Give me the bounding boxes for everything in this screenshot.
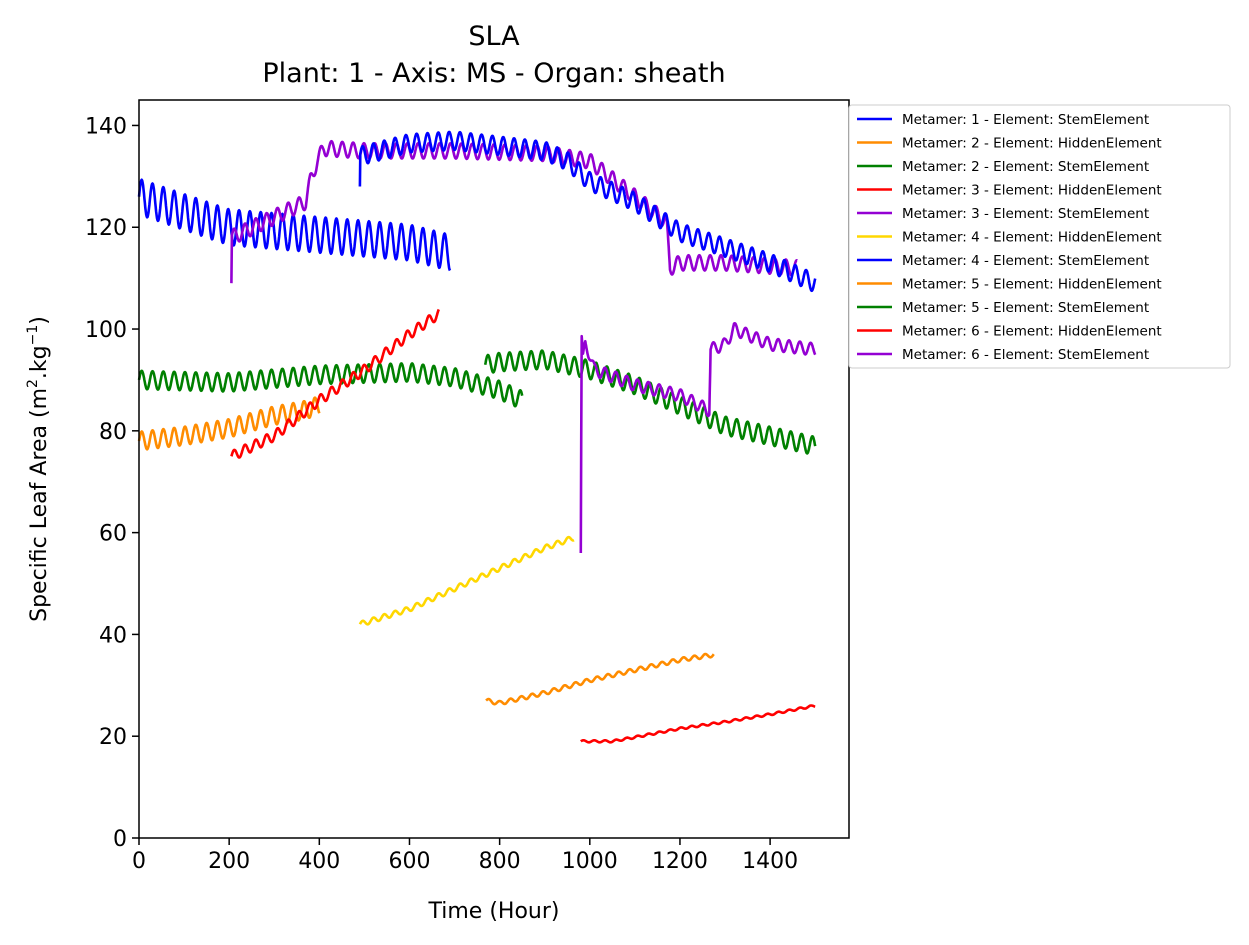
legend-label: Metamer: 3 - Element: HiddenElement — [902, 183, 1162, 199]
legend-label: Metamer: 3 - Element: StemElement — [902, 206, 1149, 222]
x-tick-label: 0 — [132, 849, 146, 874]
legend-label: Metamer: 6 - Element: HiddenElement — [902, 324, 1162, 340]
y-axis-ticks: 0 20 40 60 80 100 120 140 — [85, 114, 139, 852]
x-tick-label: 800 — [479, 849, 521, 874]
series-line-10 — [579, 704, 817, 744]
legend-item: Metamer: 6 - Element: HiddenElement — [857, 324, 1162, 340]
y-tick-label: 0 — [113, 827, 127, 852]
x-axis-label: Time (Hour) — [428, 899, 560, 924]
y-label-end: ) — [27, 316, 52, 325]
legend-item: Metamer: 2 - Element: StemElement — [857, 159, 1149, 175]
series-line-5 — [230, 139, 799, 284]
chart-title: SLA — [468, 21, 520, 52]
y-label-main: Specific Leaf Area (m — [27, 388, 52, 622]
series-line-7 — [358, 130, 817, 293]
series-line-9 — [483, 349, 817, 455]
legend-item: Metamer: 5 - Element: HiddenElement — [857, 277, 1162, 293]
y-label-sup1: 2 — [25, 379, 41, 388]
legend-label: Metamer: 4 - Element: HiddenElement — [902, 230, 1162, 246]
x-tick-label: 1000 — [562, 849, 618, 874]
series-line-4 — [230, 308, 440, 459]
x-tick-label: 600 — [388, 849, 430, 874]
x-tick-label: 400 — [298, 849, 340, 874]
series-line-3 — [137, 362, 524, 408]
legend-label: Metamer: 2 - Element: StemElement — [902, 159, 1149, 175]
x-tick-label: 1400 — [742, 849, 798, 874]
legend-label: Metamer: 6 - Element: StemElement — [902, 347, 1149, 363]
plot-frame — [138, 99, 850, 839]
y-tick-label: 20 — [99, 725, 127, 750]
legend-item: Metamer: 4 - Element: HiddenElement — [857, 230, 1162, 246]
series-line-1 — [137, 178, 452, 272]
x-tick-label: 200 — [208, 849, 250, 874]
y-tick-label: 100 — [85, 318, 127, 343]
y-tick-label: 120 — [85, 216, 127, 241]
legend-label: Metamer: 5 - Element: StemElement — [902, 300, 1149, 316]
y-label-sup2: −1 — [25, 325, 41, 346]
series-layer — [137, 130, 817, 744]
x-tick-label: 1200 — [652, 849, 708, 874]
legend-label: Metamer: 2 - Element: HiddenElement — [902, 136, 1162, 152]
legend: Metamer: 1 - Element: StemElement Metamer… — [848, 104, 1231, 369]
y-axis-label: Specific Leaf Area (m2.kg−1) — [25, 316, 52, 622]
y-label-mid: .kg — [27, 345, 52, 379]
y-tick-label: 60 — [99, 522, 127, 547]
legend-item: Metamer: 6 - Element: StemElement — [857, 347, 1149, 363]
legend-item: Metamer: 5 - Element: StemElement — [857, 300, 1149, 316]
series-line-8 — [485, 652, 715, 706]
chart-subtitle: Plant: 1 - Axis: MS - Organ: sheath — [262, 58, 725, 89]
legend-item: Metamer: 4 - Element: StemElement — [857, 253, 1149, 269]
legend-label: Metamer: 5 - Element: HiddenElement — [902, 277, 1162, 293]
y-tick-label: 80 — [99, 420, 127, 445]
legend-item: Metamer: 2 - Element: HiddenElement — [857, 136, 1162, 152]
series-line-6 — [358, 535, 575, 626]
legend-label: Metamer: 1 - Element: StemElement — [902, 112, 1149, 128]
y-tick-label: 40 — [99, 623, 127, 648]
legend-item: Metamer: 3 - Element: HiddenElement — [857, 183, 1162, 199]
legend-label: Metamer: 4 - Element: StemElement — [902, 253, 1149, 269]
legend-item: Metamer: 3 - Element: StemElement — [857, 206, 1149, 222]
x-axis-ticks: 0 200 400 600 800 1000 1200 1400 — [132, 838, 798, 874]
legend-frame — [848, 104, 1231, 369]
series-line-11 — [579, 321, 817, 554]
legend-item: Metamer: 1 - Element: StemElement — [857, 112, 1149, 128]
y-tick-label: 140 — [85, 114, 127, 139]
